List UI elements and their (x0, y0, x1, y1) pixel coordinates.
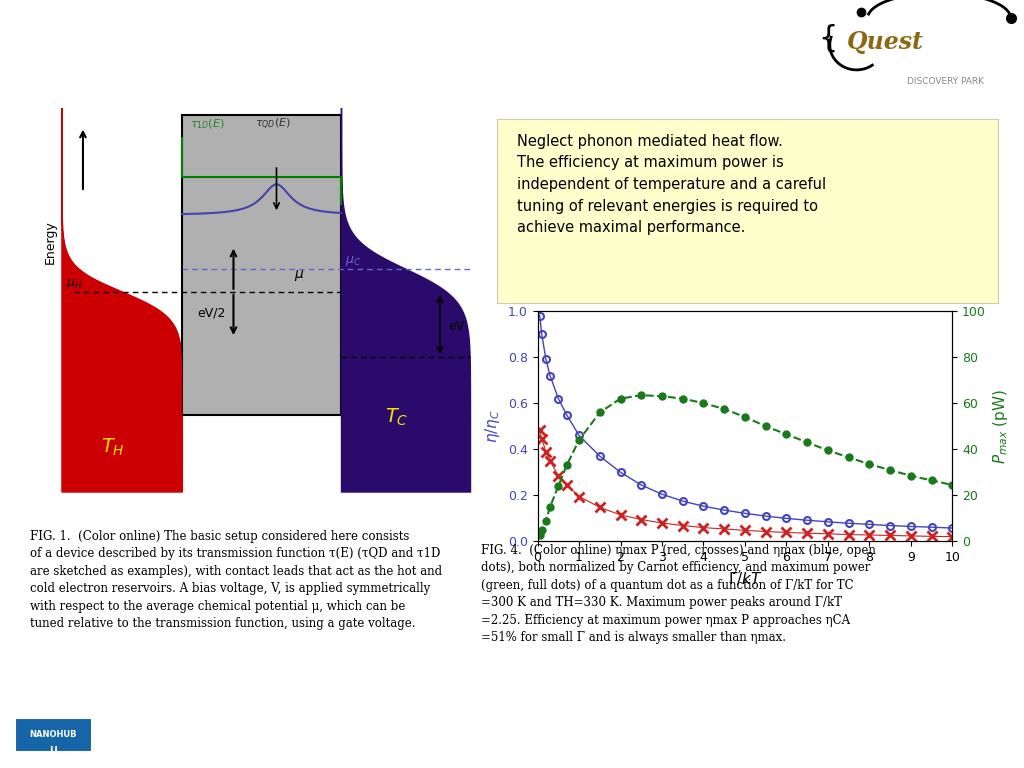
Text: Neglect phonon mediated heat flow.
The efficiency at maximum power is
independen: Neglect phonon mediated heat flow. The e… (517, 134, 825, 235)
Text: eV: eV (449, 320, 465, 333)
Text: FIG. 4.  (Color online) ηmax P (red, crosses) and ηmax (blue, open
        dots): FIG. 4. (Color online) ηmax P (red, cros… (451, 544, 876, 644)
Text: UNIVERSITY: UNIVERSITY (137, 743, 190, 753)
Text: TE efficiency at maximum power (level: TE efficiency at maximum power (level (12, 5, 589, 31)
Text: $\tau_{1D}(E)$: $\tau_{1D}(E)$ (190, 117, 225, 131)
Text: DISCOVERY PARK: DISCOVERY PARK (907, 78, 984, 86)
Text: A. Shakouri nanoHUB-U-Fall 2013: A. Shakouri nanoHUB-U-Fall 2013 (362, 727, 662, 746)
Text: $\mu_H$: $\mu_H$ (66, 277, 82, 291)
Text: Energy: Energy (44, 220, 57, 263)
Text: 9: 9 (981, 727, 993, 746)
Text: PURDUE: PURDUE (132, 720, 196, 734)
Text: $\mu_C$: $\mu_C$ (345, 254, 361, 268)
Text: $T_C$: $T_C$ (385, 406, 409, 428)
Text: Nakpathomkun et al., Phys. Rev. B 82, 235428, 2010: Nakpathomkun et al., Phys. Rev. B 82, 23… (276, 47, 684, 62)
Text: $\mu$: $\mu$ (294, 268, 304, 283)
Bar (182, 115, 341, 415)
Text: U: U (49, 746, 57, 756)
Text: broadening): broadening) (12, 47, 195, 73)
Text: $T_H$: $T_H$ (101, 437, 125, 458)
Y-axis label: $\eta/\eta_C$: $\eta/\eta_C$ (483, 409, 503, 443)
Text: NANOHUB: NANOHUB (30, 730, 77, 739)
Text: eV/2: eV/2 (197, 306, 225, 319)
Text: {: { (818, 24, 838, 52)
X-axis label: $\Gamma/kT$: $\Gamma/kT$ (728, 570, 762, 587)
Text: $\tau_{QD}(E)$: $\tau_{QD}(E)$ (255, 117, 291, 131)
Text: Quest: Quest (847, 30, 924, 54)
Text: FIG. 1.  (Color online) The basic setup considered here consists
    of a device: FIG. 1. (Color online) The basic setup c… (15, 530, 442, 631)
Bar (15, 717, 92, 753)
Y-axis label: $P_{max}$ (pW): $P_{max}$ (pW) (991, 389, 1011, 464)
